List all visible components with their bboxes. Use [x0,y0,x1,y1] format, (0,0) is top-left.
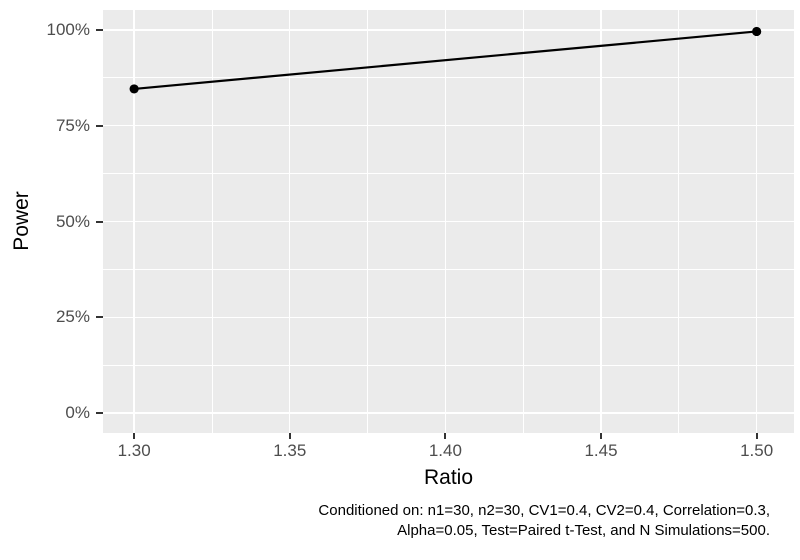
gridline-major-horizontal [103,29,794,31]
y-tick-label: 50% [55,211,90,231]
caption-line-1: Conditioned on: n1=30, n2=30, CV1=0.4, C… [318,502,770,519]
x-tick-label: 1.50 [740,441,774,460]
caption-line-2: Alpha=0.05, Test=Paired t-Test, and N Si… [397,522,770,539]
data-point [752,26,762,37]
x-tick-mark [444,433,447,439]
x-tick-label: 1.30 [117,441,151,460]
gridline-minor-horizontal [103,77,794,79]
gridline-minor-horizontal [103,268,794,270]
y-tick-mark [96,124,103,127]
power-line-series [129,26,762,94]
x-tick-mark [600,433,603,439]
y-tick-mark [96,412,103,415]
y-tick-mark [96,316,103,319]
x-tick-mark [755,433,758,439]
y-tick-mark [96,28,103,31]
y-tick-label: 75% [55,115,90,135]
x-tick-mark [133,433,136,439]
x-tick-mark [288,433,291,439]
caption: Conditioned on: n1=30, n2=30, CV1=0.4, C… [318,501,770,541]
x-axis-title: Ratio [423,466,474,489]
x-tick-label: 1.45 [584,441,618,460]
y-tick-label: 25% [55,307,90,327]
gridline-major-horizontal [103,125,794,127]
y-tick-label: 0% [65,403,90,423]
y-tick-label: 100% [46,19,90,39]
data-point [129,84,139,94]
gridline-major-horizontal [103,220,794,223]
gridline-major-horizontal [103,412,794,414]
plot-panel [103,10,794,433]
gridline-minor-horizontal [103,364,794,366]
gridline-major-horizontal [103,316,794,318]
gridline-minor-horizontal [103,173,794,174]
x-tick-label: 1.35 [273,441,307,460]
y-tick-mark [96,220,103,223]
x-tick-label: 1.40 [428,441,462,460]
series-line [134,30,757,91]
